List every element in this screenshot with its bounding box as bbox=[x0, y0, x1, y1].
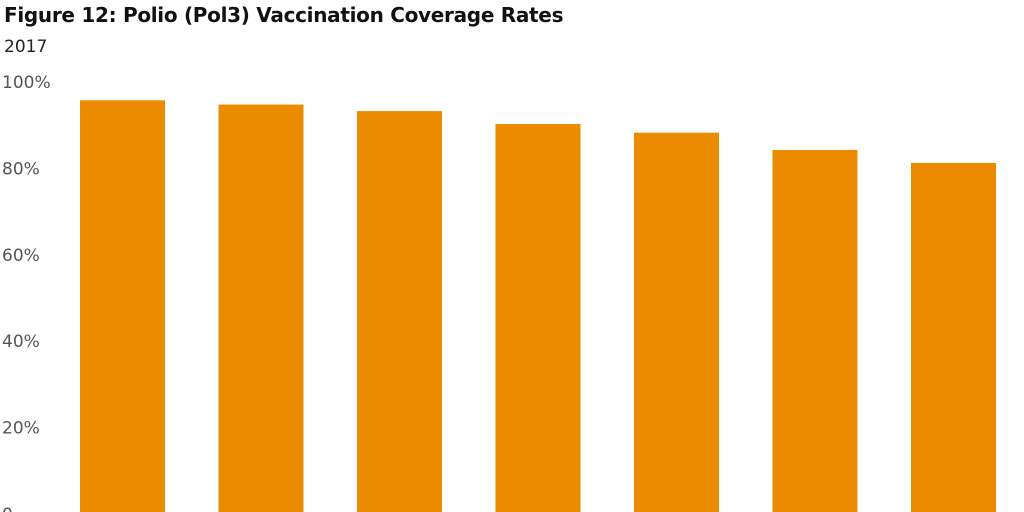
y-axis-ticks: 0 20% 40% 60% 80% 100% bbox=[2, 73, 51, 512]
bar bbox=[218, 104, 304, 512]
y-tick-label: 60% bbox=[2, 246, 40, 266]
y-tick-label: 40% bbox=[2, 332, 40, 352]
bar bbox=[772, 149, 858, 512]
chart-subtitle: 2017 bbox=[4, 37, 48, 57]
bar bbox=[634, 132, 719, 512]
y-tick-label: 20% bbox=[2, 419, 40, 439]
chart-title: Figure 12: Polio (Pol3) Vaccination Cove… bbox=[4, 3, 564, 27]
bar bbox=[495, 124, 581, 512]
bars-group bbox=[80, 100, 996, 512]
y-tick-label: 100% bbox=[2, 73, 51, 93]
bar bbox=[80, 100, 165, 512]
bar bbox=[357, 111, 442, 512]
y-tick-label: 80% bbox=[2, 159, 40, 179]
y-tick-label: 0 bbox=[2, 505, 13, 512]
bar bbox=[911, 162, 996, 512]
